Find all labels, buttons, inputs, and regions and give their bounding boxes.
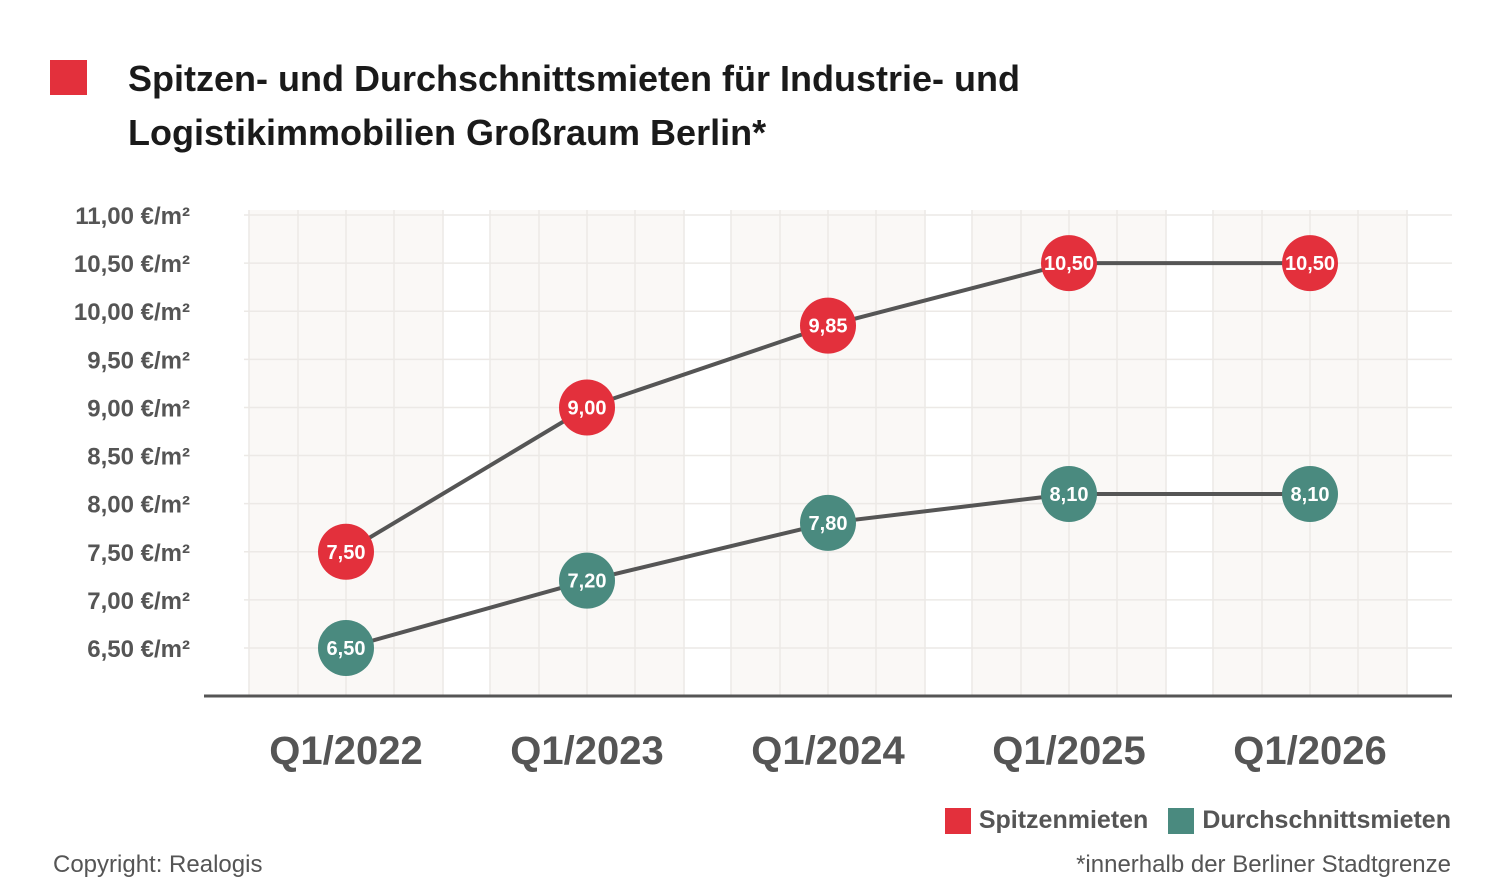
data-point bbox=[1041, 466, 1097, 523]
legend-swatch-durchschnittsmieten bbox=[1168, 807, 1195, 834]
legend-swatch-spitzenmieten bbox=[944, 807, 971, 834]
data-point bbox=[800, 297, 856, 354]
legend-item-durchschnittsmieten: Durchschnittsmieten bbox=[1168, 806, 1451, 835]
y-tick-label: 8,00 €/m² bbox=[87, 492, 190, 519]
footnote-text: *innerhalb der Berliner Stadtgrenze bbox=[1076, 851, 1451, 878]
data-point bbox=[800, 494, 856, 551]
data-label: 7,20 bbox=[568, 571, 607, 593]
data-point bbox=[1282, 466, 1338, 523]
x-tick-label: Q1/2026 bbox=[1233, 729, 1386, 773]
data-label: 8,10 bbox=[1291, 484, 1330, 506]
y-tick-label: 10,00 €/m² bbox=[74, 299, 190, 326]
data-label: 7,80 bbox=[809, 513, 848, 535]
x-tick-label: Q1/2022 bbox=[269, 729, 422, 773]
data-point bbox=[559, 552, 615, 609]
data-label: 8,10 bbox=[1050, 484, 1089, 506]
legend-label-spitzenmieten: Spitzenmieten bbox=[978, 806, 1149, 834]
data-points: 7,50 9,00 9,85 10,50 10,50 6,50 7,20 7,80 8,10 8,… bbox=[318, 235, 1338, 676]
data-label: 9,00 bbox=[568, 397, 607, 419]
y-tick-label: 10,50 €/m² bbox=[74, 251, 190, 278]
x-tick-labels: Q1/2022 Q1/2023 Q1/2024 Q1/2025 Q1/2026 bbox=[269, 729, 1386, 773]
data-label: 7,50 bbox=[327, 542, 366, 564]
y-tick-labels: 6,50 €/m² 7,00 €/m² 7,50 €/m² 8,00 €/m² 8,50… bbox=[74, 203, 190, 663]
y-tick-label: 9,50 €/m² bbox=[87, 347, 190, 374]
y-tick-label: 11,00 €/m² bbox=[75, 203, 190, 230]
data-label: 9,85 bbox=[809, 316, 848, 338]
grid-lines bbox=[244, 210, 1452, 696]
copyright-text: Copyright: Realogis bbox=[53, 851, 263, 878]
data-point bbox=[318, 523, 374, 580]
data-point bbox=[559, 379, 615, 436]
title-marker-square bbox=[50, 60, 87, 95]
y-tick-label: 7,50 €/m² bbox=[87, 540, 190, 567]
data-label: 10,50 bbox=[1285, 253, 1335, 275]
data-point bbox=[1041, 235, 1097, 292]
y-tick-label: 6,50 €/m² bbox=[87, 636, 190, 663]
y-tick-label: 7,00 €/m² bbox=[87, 588, 190, 615]
y-tick-label: 8,50 €/m² bbox=[87, 444, 190, 471]
y-tick-label: 9,00 €/m² bbox=[87, 395, 190, 422]
legend: Spitzenmieten Durchschnittsmieten bbox=[944, 806, 1451, 835]
data-point bbox=[318, 620, 374, 676]
chart-title: Spitzen- und Durchschnittsmieten für Ind… bbox=[128, 58, 1021, 153]
x-tick-label: Q1/2024 bbox=[751, 729, 905, 773]
x-tick-label: Q1/2023 bbox=[510, 729, 663, 773]
legend-item-spitzenmieten: Spitzenmieten bbox=[944, 806, 1149, 835]
data-label: 6,50 bbox=[327, 638, 366, 660]
x-tick-label: Q1/2025 bbox=[992, 729, 1145, 773]
data-label: 10,50 bbox=[1044, 253, 1094, 275]
data-point bbox=[1282, 235, 1338, 292]
legend-label-durchschnittsmieten: Durchschnittsmieten bbox=[1202, 806, 1451, 834]
